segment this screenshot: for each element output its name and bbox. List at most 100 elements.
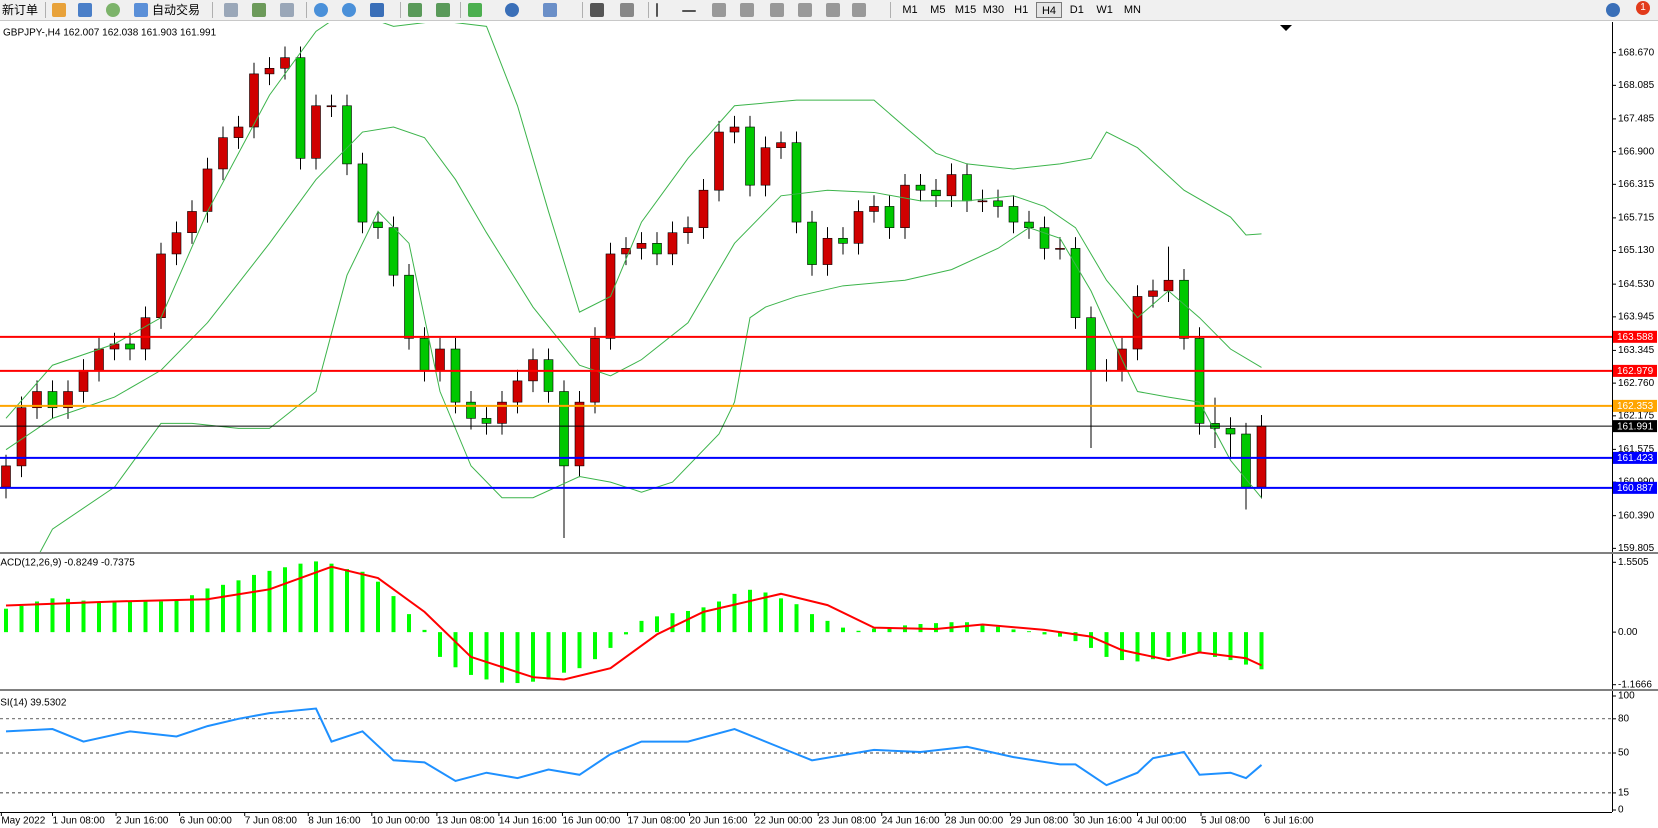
toolbar-icon[interactable] [370, 3, 384, 17]
candle-body [822, 237, 833, 265]
candle-body [264, 67, 275, 75]
toolbar-icon[interactable] [342, 3, 356, 17]
toolbar-icon[interactable] [656, 3, 658, 17]
toolbar-icon[interactable] [712, 3, 726, 17]
x-tick-label: 16 Jun 00:00 [562, 816, 620, 827]
y-tick-label: 161.575 [1618, 444, 1655, 455]
y-tick-label: 50 [1618, 748, 1630, 759]
histogram-bar [360, 571, 365, 633]
toolbar-icon[interactable] [436, 3, 450, 17]
candle-body [1086, 317, 1096, 371]
toolbar-icon[interactable] [826, 3, 840, 17]
candle-body [869, 206, 879, 212]
x-tick-label: 30 Jun 16:00 [1074, 816, 1132, 827]
search-icon[interactable] [1606, 3, 1620, 17]
histogram-bar [794, 604, 799, 633]
toolbar-icon[interactable] [78, 3, 92, 17]
candle-body [1055, 248, 1065, 250]
panel [1, 23, 1267, 552]
toolbar-icon[interactable] [52, 3, 66, 17]
histogram-bar [159, 601, 163, 633]
y-tick-label: 100 [1618, 691, 1635, 702]
candle-body [16, 407, 27, 467]
candle-body [78, 369, 89, 392]
toolbar-icon[interactable] [543, 3, 557, 17]
histogram-bar [97, 601, 101, 633]
new-order-button[interactable]: 新订单 [2, 3, 39, 17]
toolbar-icon[interactable] [740, 3, 754, 17]
toolbar-icon[interactable] [852, 3, 866, 17]
toolbar-icon[interactable] [798, 3, 812, 17]
candle-body [326, 105, 337, 108]
notification-badge[interactable]: 1 [1636, 1, 1650, 15]
histogram-bar [1042, 632, 1047, 635]
y-tick-label: 80 [1618, 713, 1630, 724]
toolbar-icon[interactable] [620, 3, 634, 17]
y-tick-label: 168.670 [1618, 47, 1655, 58]
timeframe-button[interactable]: M15 [954, 4, 977, 16]
timeframe-button[interactable]: H1 [1014, 4, 1029, 16]
histogram-bar [546, 632, 551, 680]
price-tag-label: 161.991 [1617, 421, 1654, 432]
candle-body [63, 391, 73, 409]
candle-body [357, 163, 368, 223]
candle-body [543, 359, 554, 392]
toolbar-icon[interactable] [468, 3, 482, 17]
histogram-bar [407, 614, 411, 633]
candle-body [94, 348, 104, 371]
toolbar-icon[interactable] [224, 3, 238, 17]
candle-body [915, 184, 926, 191]
panel-title: MACD(12,26,9) -0.8249 -0.7375 [0, 558, 135, 569]
timeframe-button[interactable]: MN [1123, 4, 1141, 16]
histogram-bar [1089, 632, 1093, 648]
candle-body [760, 147, 771, 186]
candle-body [853, 211, 864, 244]
x-tick-label: 6 Jul 16:00 [1265, 816, 1314, 827]
candle-body [218, 137, 228, 170]
histogram-bar [453, 632, 458, 668]
toolbar-icon[interactable] [682, 10, 696, 12]
panel [0, 707, 1612, 794]
toolbar-icon[interactable] [252, 3, 266, 17]
y-tick-label: 162.760 [1618, 378, 1655, 389]
toolbar-icon[interactable] [106, 3, 120, 17]
histogram-bar [887, 627, 892, 633]
histogram-bar [624, 632, 628, 635]
toolbar-icon[interactable] [280, 3, 294, 17]
toolbar-icon[interactable] [134, 3, 148, 17]
histogram-bar [639, 620, 644, 633]
candle-body [466, 401, 476, 419]
toolbar-icon[interactable] [314, 3, 328, 17]
candle-body [884, 206, 895, 228]
x-tick-label: 24 Jun 16:00 [882, 816, 940, 827]
x-tick-label: 22 Jun 00:00 [755, 816, 813, 827]
timeframe-button[interactable]: H4 [1036, 2, 1062, 18]
timeframe-button[interactable]: D1 [1069, 4, 1084, 16]
auto-trading-button[interactable]: 自动交易 [152, 3, 201, 17]
y-tick-label: 165.130 [1618, 245, 1655, 256]
histogram-bar [252, 574, 256, 633]
toolbar-icon[interactable] [408, 3, 422, 17]
toolbar-icon[interactable] [770, 3, 784, 17]
toolbar-icon[interactable] [590, 3, 604, 17]
price-tag-label: 162.979 [1617, 366, 1654, 377]
bollinger-band [5, 23, 1262, 419]
y-tick-label: 163.945 [1618, 311, 1655, 322]
toolbar-icon[interactable] [505, 3, 519, 17]
timeframe-button[interactable]: M30 [982, 4, 1005, 16]
histogram-bar [1166, 632, 1171, 657]
histogram-bar [577, 632, 582, 669]
timeframe-button[interactable]: W1 [1096, 4, 1113, 16]
histogram-bar [190, 595, 194, 633]
histogram-bar [810, 614, 814, 633]
toolbar: 新订单 自动交易 1 M1 M5 M15 M30 H1 H4 D1 W1 MN [0, 0, 1658, 21]
candle-body [373, 221, 383, 228]
candle-body [1256, 425, 1267, 488]
histogram-bar [1135, 632, 1140, 662]
histogram-bar [655, 616, 659, 633]
timeframe-button[interactable]: M5 [930, 4, 946, 16]
histogram-bar [1011, 629, 1016, 633]
x-tick-label: 14 Jun 16:00 [499, 816, 557, 827]
histogram-bar [562, 632, 566, 673]
timeframe-button[interactable]: M1 [902, 4, 918, 16]
